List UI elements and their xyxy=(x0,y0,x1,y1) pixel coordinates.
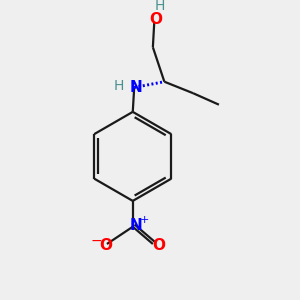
Text: N: N xyxy=(129,218,142,233)
Text: O: O xyxy=(99,238,112,253)
Text: H: H xyxy=(155,0,165,13)
Text: O: O xyxy=(153,238,166,253)
Text: N: N xyxy=(129,80,142,95)
Text: −: − xyxy=(91,233,102,248)
Text: +: + xyxy=(140,215,149,225)
Text: O: O xyxy=(149,13,162,28)
Text: H: H xyxy=(113,79,124,93)
